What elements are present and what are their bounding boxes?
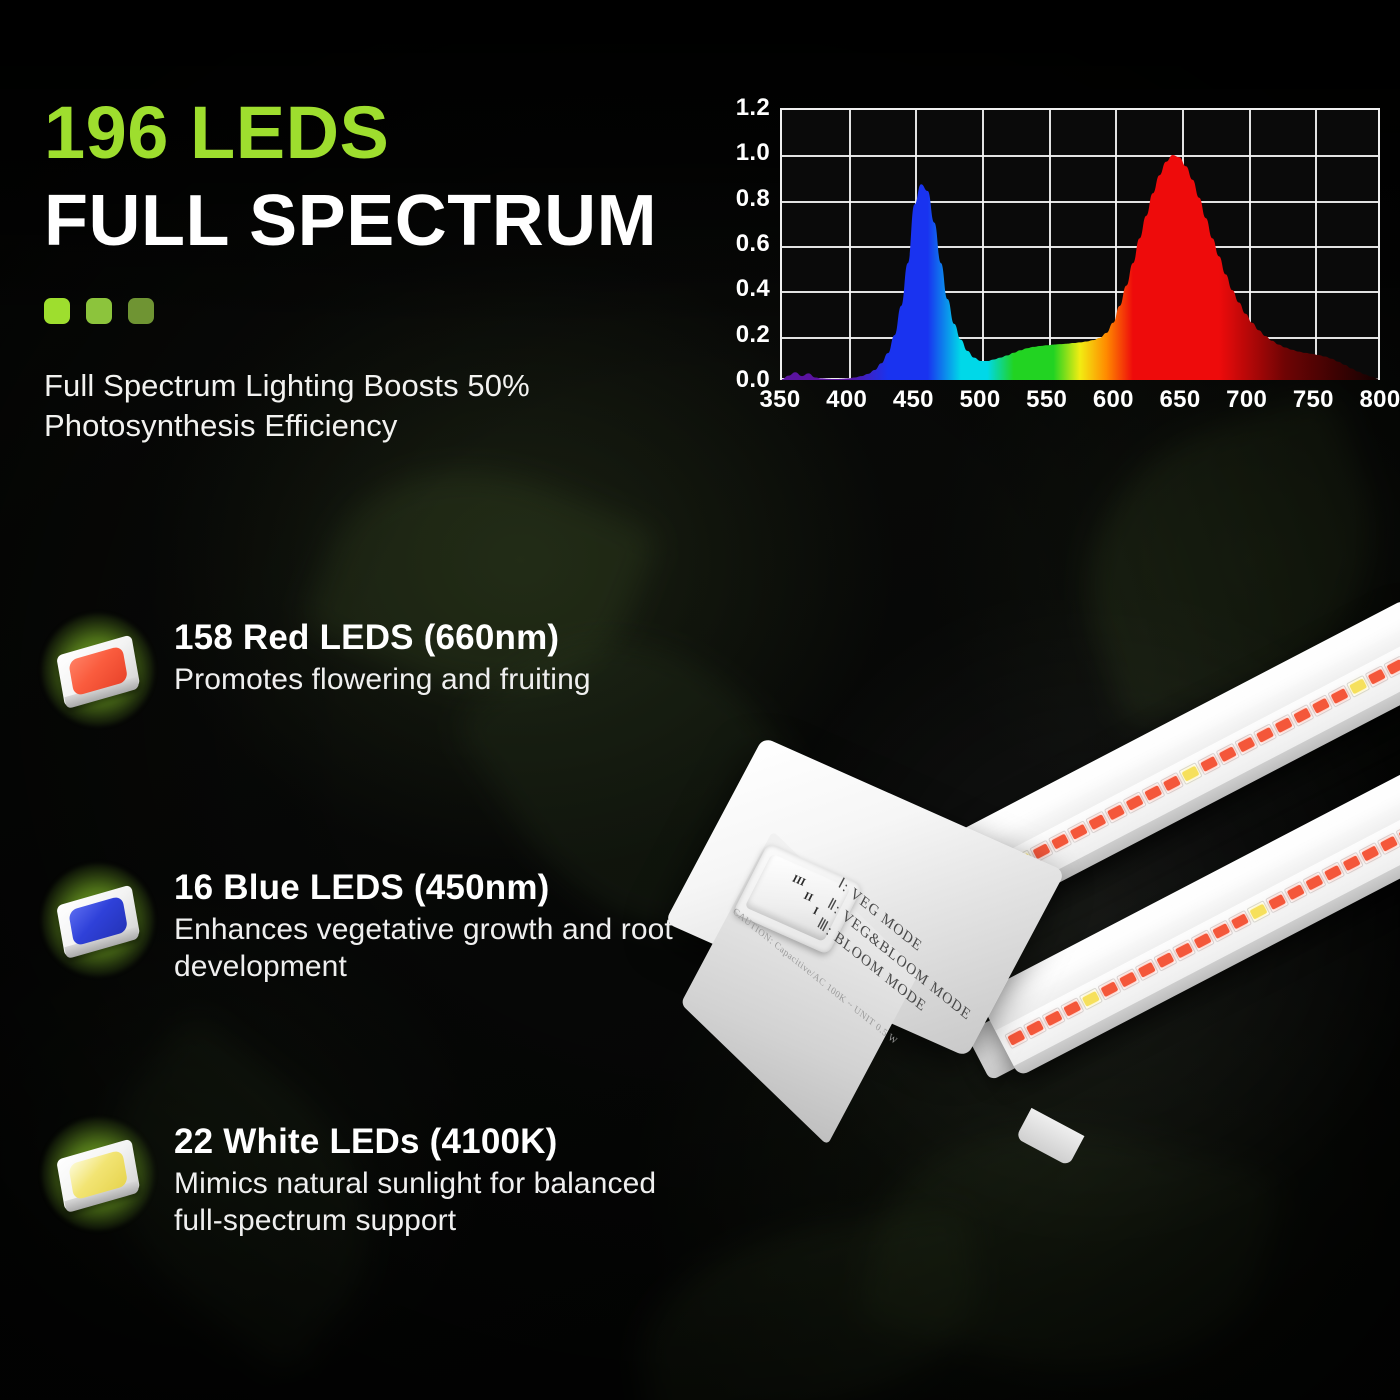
accent-dots	[44, 297, 704, 324]
product-photo: III II I Ⅰ: VEG MODE Ⅱ: VEG&BLOOM MODE Ⅲ…	[664, 560, 1400, 1320]
feature-title: 158 Red LEDS (660nm)	[174, 618, 560, 657]
chart-x-tick: 500	[959, 386, 1001, 413]
chart-x-tick: 700	[1226, 386, 1268, 413]
red-led-chip-icon	[42, 614, 154, 726]
headline-eyebrow: 196 LEDS	[44, 91, 390, 174]
feature-desc: Mimics natural sunlight for balanced ful…	[174, 1167, 657, 1237]
chart-x-tick: 350	[759, 386, 801, 413]
chart-gridline-v	[1315, 110, 1318, 378]
switch-mark-3: III	[790, 872, 808, 889]
chart-y-tick: 0.4	[735, 275, 770, 303]
headline-block: 196 LEDS FULL SPECTRUM Full Spectrum Lig…	[44, 96, 704, 446]
chart-spectrum-curve	[782, 155, 1378, 381]
chart-x-axis-labels: 350 400 450 500 550 600 650 700 750 800	[760, 386, 1400, 426]
spectrum-chart: 0.0 0.2 0.4 0.6 0.8 1.0 1.2 350 400 450 500 550 600…	[724, 94, 1400, 438]
chart-y-tick: 1.0	[735, 139, 770, 167]
chart-y-tick: 0.0	[735, 366, 770, 393]
feature-desc: Enhances vegetative growth and root deve…	[174, 913, 673, 983]
accent-dot-3	[128, 297, 154, 324]
feature-desc: Promotes flowering and fruiting	[174, 663, 591, 697]
chart-y-tick: 0.8	[735, 184, 770, 212]
white-led-chip-icon	[42, 1118, 154, 1230]
feature-title: 16 Blue LEDS (450nm)	[174, 868, 550, 907]
chart-y-tick: 0.6	[735, 230, 770, 257]
headline-subtitle: Full Spectrum Lighting Boosts 50% Photos…	[44, 367, 530, 443]
accent-dot-2	[86, 297, 112, 324]
chart-x-tick: 650	[1159, 386, 1201, 413]
feature-item-blue-leds: 16 Blue LEDS (450nm) Enhances vegetative…	[42, 864, 704, 985]
chart-x-tick: 450	[892, 386, 934, 413]
switch-mark-2: II	[801, 889, 815, 905]
feature-title: 22 White LEDs (4100K)	[174, 1122, 558, 1161]
chart-x-tick: 550	[1026, 386, 1068, 413]
chart-x-tick: 400	[826, 386, 868, 413]
spectrum-area	[782, 155, 1378, 381]
chart-gridline-h	[782, 246, 1378, 248]
chart-gridline-h	[782, 291, 1378, 294]
chart-x-tick: 600	[1092, 386, 1134, 413]
switch-mark-1: I	[810, 904, 821, 918]
chart-gridline-h	[782, 336, 1378, 339]
chart-gridline-v	[1248, 110, 1251, 378]
feature-item-red-leds: 158 Red LEDS (660nm) Promotes flowering …	[42, 614, 704, 726]
chart-x-tick: 800	[1359, 386, 1400, 413]
chart-plot-area	[780, 108, 1380, 381]
chart-y-axis-labels: 0.0 0.2 0.4 0.6 0.8 1.0 1.2	[724, 94, 770, 393]
chart-gridline-v	[1115, 110, 1118, 378]
page-title: FULL SPECTRUM	[44, 181, 658, 261]
chart-gridline-v	[982, 110, 984, 378]
accent-dot-1	[44, 297, 70, 324]
feature-item-white-leds: 22 White LEDs (4100K) Mimics natural sun…	[42, 1118, 704, 1239]
chart-y-tick: 1.2	[735, 94, 770, 121]
chart-gridline-h	[782, 200, 1378, 203]
blue-led-chip-icon	[42, 864, 154, 976]
chart-x-tick: 750	[1292, 386, 1334, 413]
chart-gridline-v	[848, 110, 851, 378]
chart-gridline-v	[1048, 110, 1051, 378]
chart-gridline-h	[782, 155, 1378, 158]
chart-y-tick: 0.2	[735, 320, 770, 348]
